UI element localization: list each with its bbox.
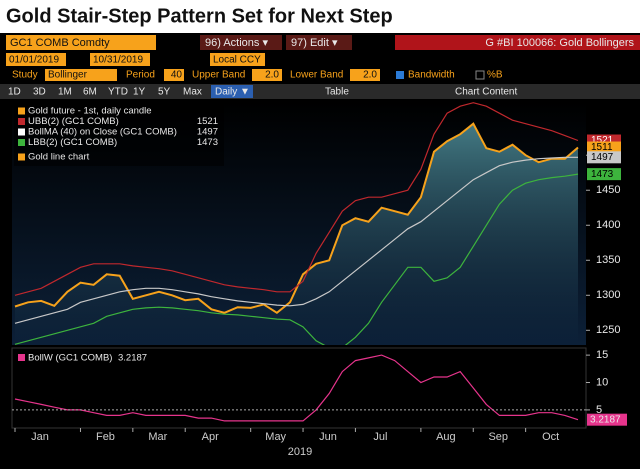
legend-swatch	[18, 128, 25, 136]
y-tick-label: 15	[596, 349, 608, 361]
x-tick-label: Feb	[96, 431, 115, 443]
legend-label: BollMA (40) on Close (GC1 COMB)	[28, 127, 177, 138]
x-tick-label: Jan	[31, 431, 49, 443]
legend-value: 1497	[197, 127, 218, 138]
bandwidth: Bandwidth	[408, 70, 455, 81]
period-button[interactable]: 1Y	[133, 87, 146, 98]
lower-field[interactable]	[350, 69, 380, 81]
actions-button[interactable]	[200, 35, 282, 50]
legend-box	[14, 104, 224, 166]
period-button[interactable]: 6M	[83, 87, 97, 98]
period-button[interactable]: 5Y	[158, 87, 171, 98]
period: 40	[171, 70, 183, 81]
x-axis-label: 2019	[288, 446, 312, 458]
upper-field[interactable]	[252, 69, 282, 81]
legend-label: BollW (GC1 COMB)	[28, 353, 112, 364]
title-bar	[0, 0, 640, 32]
legend-label: Gold future - 1st, daily candle	[28, 106, 152, 117]
security-field[interactable]	[6, 35, 156, 50]
currency: Local CCY	[213, 55, 261, 66]
y-tick-label: 1450	[596, 184, 620, 196]
x-tick-label: Oct	[542, 431, 559, 443]
period-label: Period	[126, 70, 155, 81]
x-tick-label: Apr	[202, 431, 219, 443]
study-field[interactable]	[45, 69, 117, 81]
percent-b: %B	[487, 70, 503, 81]
frequency-button[interactable]	[211, 85, 253, 98]
legend-value: 1521	[197, 116, 218, 127]
last-value: 1511	[591, 142, 613, 153]
x-tick-label: Jun	[319, 431, 337, 443]
lower-label: Lower Band	[290, 70, 343, 81]
series-line	[14, 102, 579, 296]
percent-b-checkbox[interactable]	[475, 70, 485, 80]
legend-swatch	[18, 107, 25, 115]
upper-label: Upper Band	[192, 70, 245, 81]
period-button[interactable]: 3D	[33, 87, 46, 98]
upper: 2.0	[265, 70, 279, 81]
legend-swatch	[18, 139, 25, 146]
y-tick-label: 1400	[596, 219, 620, 231]
x-tick-label: Aug	[436, 431, 456, 443]
toolbar	[0, 84, 640, 99]
series-line	[14, 122, 579, 315]
last-value-box	[587, 151, 621, 164]
x-tick-label: Sep	[488, 431, 508, 443]
last-value: 1473	[591, 169, 614, 180]
series-line	[14, 173, 579, 345]
table[interactable]: Table	[325, 87, 349, 98]
page-title: Gold Stair-Step Pattern Set for Next Ste…	[6, 5, 393, 27]
legend-swatch	[18, 354, 25, 361]
legend-swatch	[18, 118, 25, 125]
y-tick-label: 5	[596, 404, 602, 416]
edit-button[interactable]	[286, 35, 352, 50]
x-tick-label: Mar	[148, 431, 167, 443]
period-button[interactable]: 1M	[58, 87, 72, 98]
period-button[interactable]: 1D	[8, 87, 21, 98]
legend-value: 3.2187	[118, 353, 147, 364]
edit: 97) Edit ▾	[291, 37, 338, 49]
y-tick-label: 10	[596, 376, 608, 388]
frequency: Daily ▼	[215, 87, 250, 98]
lower: 2.0	[363, 70, 377, 81]
lower-plot-area	[11, 347, 587, 429]
actions: 96) Actions ▾	[205, 37, 268, 49]
study: Bollinger	[48, 70, 88, 81]
last-value: 1521	[591, 135, 614, 146]
series-line	[14, 354, 579, 422]
legend-swatch	[18, 153, 25, 161]
last-value-box	[587, 413, 627, 426]
last-value: 3.2187	[590, 414, 621, 425]
last-value-box	[587, 141, 621, 154]
y-tick-label: 1250	[596, 324, 620, 336]
period-field[interactable]	[164, 69, 184, 81]
ticker-title: G #BI 100066: Gold Bollingers	[485, 37, 634, 49]
period-button[interactable]: Max	[183, 87, 202, 98]
price-area	[15, 123, 578, 345]
ticker-bar	[395, 35, 640, 50]
study-label: Study	[12, 70, 38, 81]
currency-field[interactable]	[210, 53, 265, 66]
legend-value: 1473	[197, 137, 218, 148]
bandwidth-checkbox[interactable]	[396, 71, 404, 79]
legend-label: Gold line chart	[28, 152, 90, 163]
start-date-field[interactable]	[6, 53, 66, 66]
y-tick-label: 1350	[596, 254, 620, 266]
end-date: 10/31/2019	[93, 55, 143, 66]
x-tick-label: May	[265, 431, 286, 443]
legend-label: LBB(2) (GC1 COMB)	[28, 137, 117, 148]
chart-content[interactable]: Chart Content	[455, 87, 517, 98]
start-date: 01/01/2019	[9, 55, 59, 66]
y-tick-label: 1300	[596, 289, 620, 301]
x-tick-label: Jul	[373, 431, 387, 443]
security: GC1 COMB Comdty	[10, 37, 110, 49]
period-button[interactable]: YTD	[108, 87, 128, 98]
last-value: 1497	[591, 152, 614, 163]
last-value-box	[587, 168, 621, 181]
series-line	[14, 156, 578, 324]
legend-label: UBB(2) (GC1 COMB)	[28, 116, 119, 127]
end-date-field[interactable]	[90, 53, 150, 66]
